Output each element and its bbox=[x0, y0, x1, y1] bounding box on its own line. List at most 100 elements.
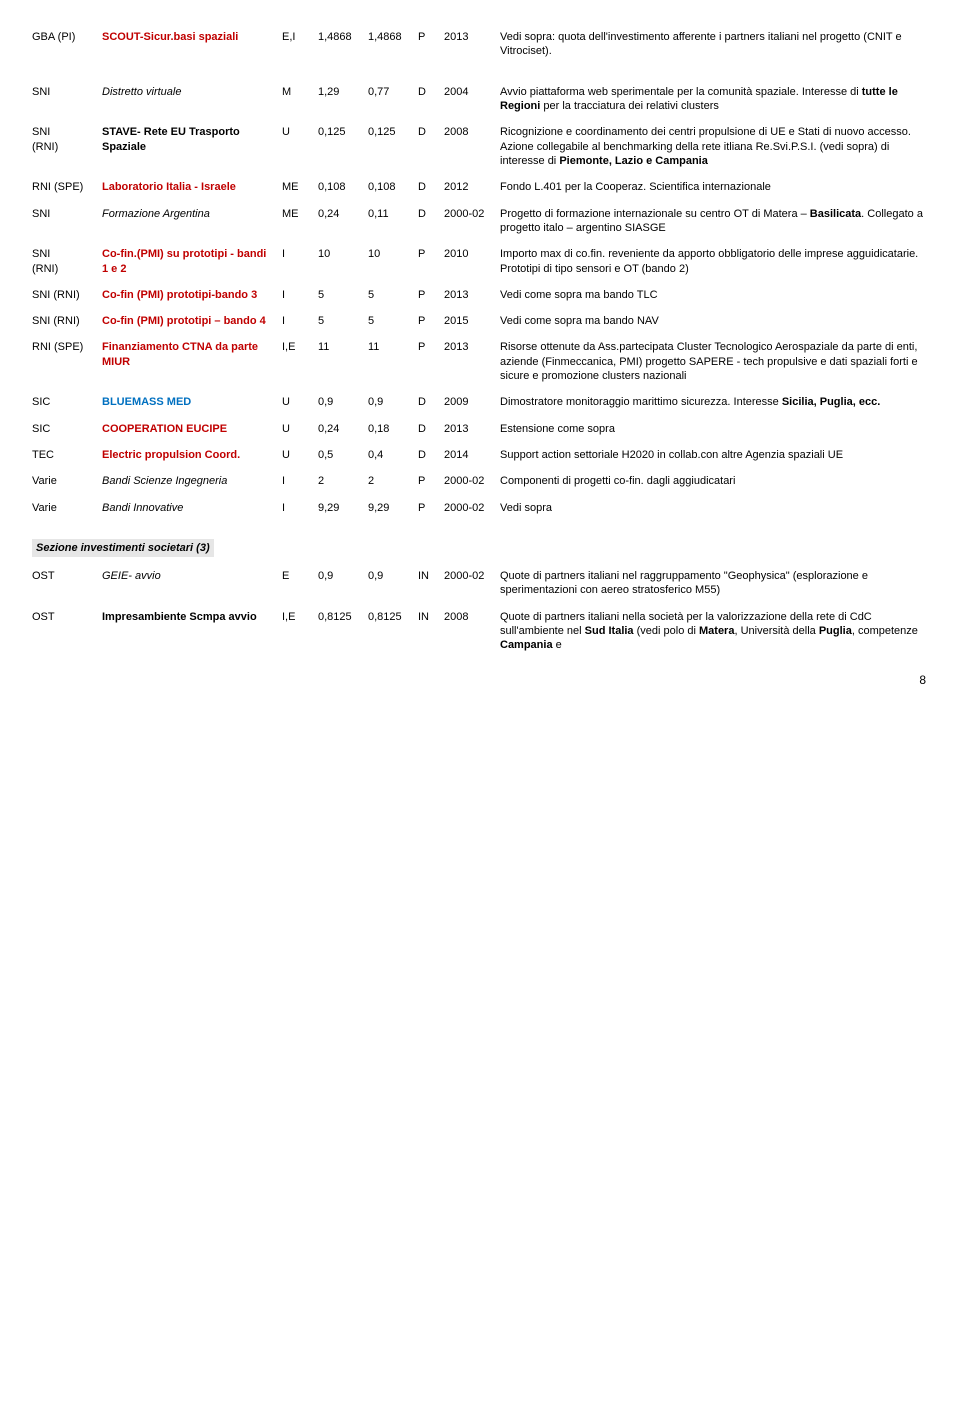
table-row: SICCOOPERATION EUCIPEU0,240,18D2013Esten… bbox=[28, 416, 932, 442]
col-project: Bandi Innovative bbox=[98, 495, 278, 521]
table-row: OSTImpresambiente Scmpa avvioI,E0,81250,… bbox=[28, 604, 932, 659]
col-project: Bandi Scienze Ingegneria bbox=[98, 468, 278, 494]
col-type: I bbox=[278, 241, 314, 282]
col-year: 2008 bbox=[440, 604, 496, 659]
col-val1: 0,9 bbox=[314, 389, 364, 415]
col-type: U bbox=[278, 119, 314, 174]
col-project: GEIE- avvio bbox=[98, 563, 278, 604]
col-category: SNI (RNI) bbox=[28, 282, 98, 308]
col-year: 2014 bbox=[440, 442, 496, 468]
col-val1: 2 bbox=[314, 468, 364, 494]
col-status: P bbox=[414, 468, 440, 494]
col-description: Dimostratore monitoraggio marittimo sicu… bbox=[496, 389, 932, 415]
col-year: 2000-02 bbox=[440, 495, 496, 521]
col-project: BLUEMASS MED bbox=[98, 389, 278, 415]
col-year: 2008 bbox=[440, 119, 496, 174]
col-description: Ricognizione e coordinamento dei centri … bbox=[496, 119, 932, 174]
col-year: 2012 bbox=[440, 174, 496, 200]
col-val2: 11 bbox=[364, 334, 414, 389]
col-status: D bbox=[414, 119, 440, 174]
col-type: ME bbox=[278, 201, 314, 242]
col-category: OST bbox=[28, 604, 98, 659]
col-description: Importo max di co.fin. reveniente da app… bbox=[496, 241, 932, 282]
section-label: Sezione investimenti societari (3) bbox=[32, 539, 214, 557]
col-val2: 0,8125 bbox=[364, 604, 414, 659]
col-category: SNI bbox=[28, 79, 98, 120]
col-description: Estensione come sopra bbox=[496, 416, 932, 442]
col-val2: 5 bbox=[364, 282, 414, 308]
table-row: SNIFormazione ArgentinaME0,240,11D2000-0… bbox=[28, 201, 932, 242]
col-description: Vedi sopra bbox=[496, 495, 932, 521]
col-val2: 1,4868 bbox=[364, 24, 414, 65]
col-category: Varie bbox=[28, 495, 98, 521]
col-category: SNI(RNI) bbox=[28, 119, 98, 174]
table-row: RNI (SPE)Laboratorio Italia - IsraeleME0… bbox=[28, 174, 932, 200]
col-category: OST bbox=[28, 563, 98, 604]
col-project: COOPERATION EUCIPE bbox=[98, 416, 278, 442]
col-val1: 1,4868 bbox=[314, 24, 364, 65]
col-project: Electric propulsion Coord. bbox=[98, 442, 278, 468]
col-project: Laboratorio Italia - Israele bbox=[98, 174, 278, 200]
col-description: Quote di partners italiani nella società… bbox=[496, 604, 932, 659]
col-status: P bbox=[414, 495, 440, 521]
col-category: SIC bbox=[28, 389, 98, 415]
col-category: TEC bbox=[28, 442, 98, 468]
col-year: 2010 bbox=[440, 241, 496, 282]
col-type: ME bbox=[278, 174, 314, 200]
col-category: SNI (RNI) bbox=[28, 308, 98, 334]
col-val2: 0,77 bbox=[364, 79, 414, 120]
col-status: P bbox=[414, 282, 440, 308]
col-status: D bbox=[414, 201, 440, 242]
col-val1: 0,125 bbox=[314, 119, 364, 174]
col-val1: 1,29 bbox=[314, 79, 364, 120]
col-status: D bbox=[414, 442, 440, 468]
col-val1: 5 bbox=[314, 308, 364, 334]
col-description: Componenti di progetti co-fin. dagli agg… bbox=[496, 468, 932, 494]
col-status: D bbox=[414, 79, 440, 120]
col-val2: 0,4 bbox=[364, 442, 414, 468]
col-description: Vedi come sopra ma bando NAV bbox=[496, 308, 932, 334]
col-description: Avvio piattaforma web sperimentale per l… bbox=[496, 79, 932, 120]
col-year: 2013 bbox=[440, 416, 496, 442]
col-category: Varie bbox=[28, 468, 98, 494]
table-row: OSTGEIE- avvioE0,90,9IN2000-02Quote di p… bbox=[28, 563, 932, 604]
col-description: Vedi sopra: quota dell'investimento affe… bbox=[496, 24, 932, 65]
col-year: 2013 bbox=[440, 282, 496, 308]
table-row: SNI (RNI)Co-fin (PMI) prototipi – bando … bbox=[28, 308, 932, 334]
table-row: VarieBandi InnovativeI9,299,29P2000-02Ve… bbox=[28, 495, 932, 521]
col-val2: 0,125 bbox=[364, 119, 414, 174]
col-project: Finanziamento CTNA da parte MIUR bbox=[98, 334, 278, 389]
col-type: I bbox=[278, 308, 314, 334]
col-category: SIC bbox=[28, 416, 98, 442]
col-status: IN bbox=[414, 604, 440, 659]
table-row: SNIDistretto virtualeM1,290,77D2004Avvio… bbox=[28, 79, 932, 120]
col-category: GBA (PI) bbox=[28, 24, 98, 65]
col-project: Co-fin.(PMI) su prototipi - bandi 1 e 2 bbox=[98, 241, 278, 282]
col-project: Formazione Argentina bbox=[98, 201, 278, 242]
col-project: Impresambiente Scmpa avvio bbox=[98, 604, 278, 659]
col-project: Distretto virtuale bbox=[98, 79, 278, 120]
col-type: E,I bbox=[278, 24, 314, 65]
table-row: TECElectric propulsion Coord.U0,50,4D201… bbox=[28, 442, 932, 468]
col-type: I bbox=[278, 495, 314, 521]
table-row: SNI(RNI)STAVE- Rete EU Trasporto Spazial… bbox=[28, 119, 932, 174]
col-status: D bbox=[414, 416, 440, 442]
col-year: 2000-02 bbox=[440, 201, 496, 242]
col-description: Fondo L.401 per la Cooperaz. Scientifica… bbox=[496, 174, 932, 200]
col-type: E bbox=[278, 563, 314, 604]
table-row: GBA (PI)SCOUT-Sicur.basi spazialiE,I1,48… bbox=[28, 24, 932, 65]
col-val2: 0,9 bbox=[364, 389, 414, 415]
col-val1: 9,29 bbox=[314, 495, 364, 521]
col-project: SCOUT-Sicur.basi spaziali bbox=[98, 24, 278, 65]
col-val2: 10 bbox=[364, 241, 414, 282]
col-category: SNI(RNI) bbox=[28, 241, 98, 282]
col-year: 2015 bbox=[440, 308, 496, 334]
col-status: D bbox=[414, 174, 440, 200]
col-val1: 11 bbox=[314, 334, 364, 389]
col-type: U bbox=[278, 416, 314, 442]
col-category: RNI (SPE) bbox=[28, 174, 98, 200]
col-status: P bbox=[414, 334, 440, 389]
col-val1: 0,24 bbox=[314, 201, 364, 242]
col-val2: 5 bbox=[364, 308, 414, 334]
col-status: D bbox=[414, 389, 440, 415]
